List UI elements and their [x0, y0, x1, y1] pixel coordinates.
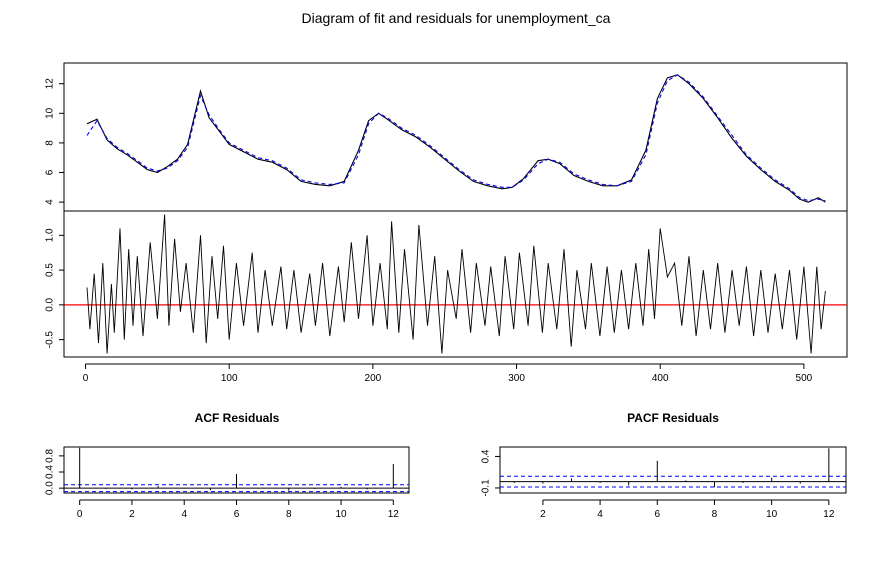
res-y-tick-label: 0.0 [45, 297, 56, 311]
res-x-tick-label: 400 [652, 373, 669, 384]
pacf-title: PACF Residuals [627, 411, 719, 425]
main-title: Diagram of fit and residuals for unemplo… [302, 10, 611, 26]
pacf-y-tick-label: -0.1 [481, 479, 492, 497]
pacf-x-tick-label: 12 [823, 509, 835, 520]
acf-x-tick-label: 0 [77, 509, 83, 520]
acf-panel: ACF Residuals 0.0 0.4 0.8 0 2 4 6 8 10 12 [45, 411, 410, 520]
fit-y-tick-label: 4 [45, 199, 56, 205]
res-x-tick-label: 200 [365, 373, 382, 384]
pacf-x-tick-label: 6 [654, 509, 660, 520]
acf-y-tick-label: 0.8 [45, 448, 56, 462]
res-y-tick-label: -0.5 [45, 331, 56, 349]
actual-series-line [86, 74, 826, 203]
pacf-x-tick-label: 2 [540, 509, 546, 520]
res-x-tick-label: 100 [221, 373, 238, 384]
fit-panel: 4 6 8 10 12 [45, 62, 848, 212]
res-x-tick-label: 0 [83, 373, 89, 384]
acf-x-tick-label: 4 [181, 509, 187, 520]
acf-y-tick-label: 0.4 [45, 465, 56, 479]
acf-x-tick-label: 12 [388, 509, 400, 520]
acf-x-tick-label: 10 [335, 509, 347, 520]
pacf-frame [499, 446, 847, 494]
acf-x-tick-label: 6 [234, 509, 240, 520]
fit-y-tick-label: 8 [45, 140, 56, 146]
res-y-tick-label: 0.5 [45, 263, 56, 277]
fit-y-tick-label: 12 [45, 78, 56, 90]
pacf-y-tick-label: 0.4 [481, 449, 492, 463]
residuals-frame [63, 210, 848, 358]
pacf-x-tick-label: 10 [766, 509, 778, 520]
residuals-panel: -0.5 0.0 0.5 1.0 0 100 200 300 400 500 [45, 210, 848, 384]
fit-frame [63, 62, 848, 212]
pacf-x-tick-label: 8 [712, 509, 718, 520]
pacf-x-tick-label: 4 [597, 509, 603, 520]
acf-title: ACF Residuals [195, 411, 280, 425]
acf-x-tick-label: 8 [286, 509, 292, 520]
acf-x-tick-label: 2 [129, 509, 135, 520]
residuals-series-line [86, 214, 826, 354]
pacf-panel: PACF Residuals -0.1 0.4 2 4 6 8 10 12 [481, 411, 847, 520]
acf-y-tick-label: 0.0 [45, 481, 56, 495]
res-y-tick-label: 1.0 [45, 228, 56, 242]
res-x-tick-label: 300 [508, 373, 525, 384]
res-x-tick-label: 500 [796, 373, 813, 384]
fit-y-tick-label: 6 [45, 169, 56, 175]
fitted-series-line [86, 74, 826, 202]
fit-y-tick-label: 10 [45, 107, 56, 119]
